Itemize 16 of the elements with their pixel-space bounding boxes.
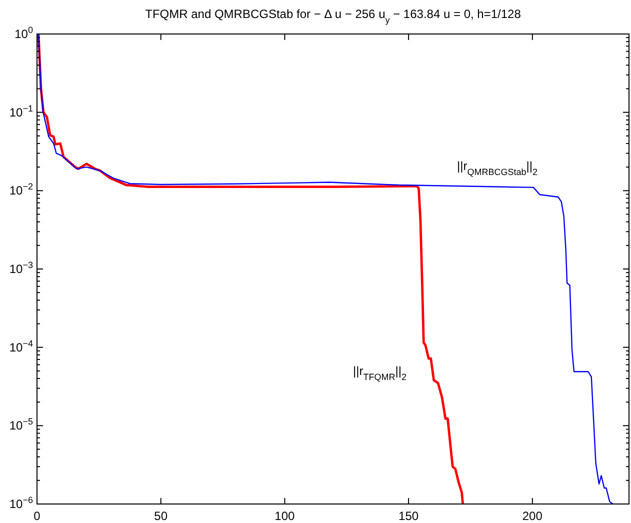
y-tick-label: 10$^{0}$ <box>14 25 33 41</box>
x-tick-label: 200 <box>522 509 543 523</box>
y-tick-label: 10$^{−1}$ <box>9 103 33 120</box>
y-tick-label: 10$^{−2}$ <box>9 182 33 198</box>
x-tick-label: 100 <box>274 509 296 523</box>
x-tick-label: 0 <box>34 509 41 523</box>
y-tick-label: 10$^{−3}$ <box>9 260 33 276</box>
line-series <box>38 33 614 505</box>
y-tick-label: 10$^{−4}$ <box>9 338 33 354</box>
x-tick-label: 50 <box>154 509 168 523</box>
y-tick-label: 10$^{−6}$ <box>9 495 33 511</box>
series-label: ||r$_{QMRBCGStab}$||$_{2}$ <box>457 159 538 177</box>
x-tick-label: 150 <box>398 509 419 523</box>
chart-title: TFQMR and QMRBCGStab for − Δ u − 256 u$_{y}$ − 163.84 u = 0, h=1/128 <box>145 7 522 25</box>
y-tick-label: 10$^{−5}$ <box>9 416 33 433</box>
series-label: ||r$_{TFQMR}$||$_{2}$ <box>353 364 406 382</box>
